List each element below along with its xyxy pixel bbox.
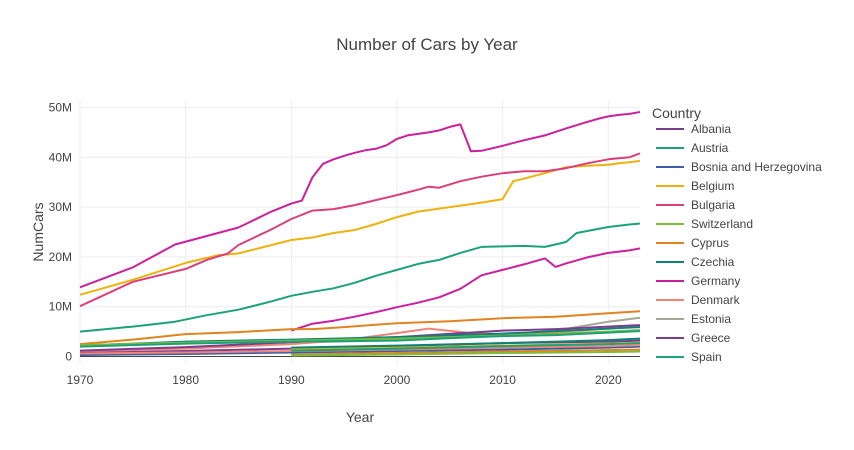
series-line[interactable]	[290, 247, 641, 332]
legend-item[interactable]: Switzerland	[656, 217, 753, 231]
legend-item[interactable]: Belgium	[656, 179, 734, 193]
legend-items[interactable]: Albania Austria Bosnia and Herzegovina Belg…	[656, 122, 822, 364]
series-line[interactable]	[79, 111, 641, 289]
y-tick-label: 50M	[49, 100, 72, 114]
series-line[interactable]	[79, 330, 641, 348]
legend-label: Austria	[691, 141, 729, 155]
legend-label: Estonia	[691, 312, 731, 326]
legend-item[interactable]: Czechia	[656, 255, 735, 269]
series-line[interactable]	[79, 159, 641, 296]
legend-item[interactable]: Cyprus	[656, 236, 729, 250]
legend-title: Country	[652, 105, 701, 121]
series-line[interactable]	[291, 342, 641, 352]
legend-item[interactable]: Denmark	[656, 293, 741, 307]
series-line[interactable]	[291, 350, 641, 357]
legend-item[interactable]: Greece	[656, 331, 731, 345]
x-tick-label: 1970	[67, 373, 94, 387]
legend-item[interactable]: Austria	[656, 141, 729, 155]
y-axis-ticks: 0 10M 20M 30M 40M 50M	[49, 100, 73, 363]
x-tick-label: 1980	[172, 373, 199, 387]
gridlines	[79, 100, 640, 364]
y-tick-label: 20M	[49, 250, 72, 264]
legend-item[interactable]: Bosnia and Herzegovina	[656, 160, 822, 174]
series-line[interactable]	[291, 337, 641, 349]
series-line[interactable]	[291, 348, 641, 356]
x-tick-label: 1990	[278, 373, 305, 387]
x-axis-title: Year	[346, 409, 375, 425]
y-tick-label: 40M	[49, 150, 72, 164]
series-line[interactable]	[79, 310, 641, 346]
y-axis-title: NumCars	[30, 202, 46, 261]
legend[interactable]: Country Albania Austria Bosnia and Herzego…	[652, 105, 822, 364]
legend-label: Bulgaria	[691, 198, 735, 212]
chart-title: Number of Cars by Year	[336, 35, 518, 54]
legend-label: Cyprus	[691, 236, 729, 250]
legend-item[interactable]: Estonia	[656, 312, 731, 326]
series-line[interactable]	[79, 152, 641, 308]
legend-label: Germany	[691, 274, 740, 288]
y-tick-label: 10M	[49, 300, 72, 314]
x-tick-label: 2000	[384, 373, 411, 387]
legend-item[interactable]: Albania	[656, 122, 731, 136]
legend-label: Czechia	[691, 255, 735, 269]
legend-label: Spain	[691, 350, 722, 364]
x-tick-label: 2010	[489, 373, 516, 387]
legend-label: Albania	[691, 122, 731, 136]
series-line[interactable]	[79, 324, 641, 352]
series-line[interactable]	[79, 222, 641, 333]
legend-label: Belgium	[691, 179, 734, 193]
y-tick-label: 0	[65, 350, 72, 364]
legend-item[interactable]: Germany	[656, 274, 740, 288]
x-tick-label: 2020	[595, 373, 622, 387]
legend-label: Switzerland	[691, 217, 753, 231]
x-axis-ticks: 1970 1980 1990 2000 2010 2020	[67, 373, 622, 387]
legend-item[interactable]: Bulgaria	[656, 198, 735, 212]
legend-label: Denmark	[691, 293, 741, 307]
legend-label: Greece	[691, 331, 731, 345]
y-tick-label: 30M	[49, 200, 72, 214]
series-line[interactable]	[79, 345, 641, 356]
legend-item[interactable]: Spain	[656, 350, 722, 364]
series-lines	[79, 111, 641, 357]
legend-label: Bosnia and Herzegovina	[691, 160, 822, 174]
